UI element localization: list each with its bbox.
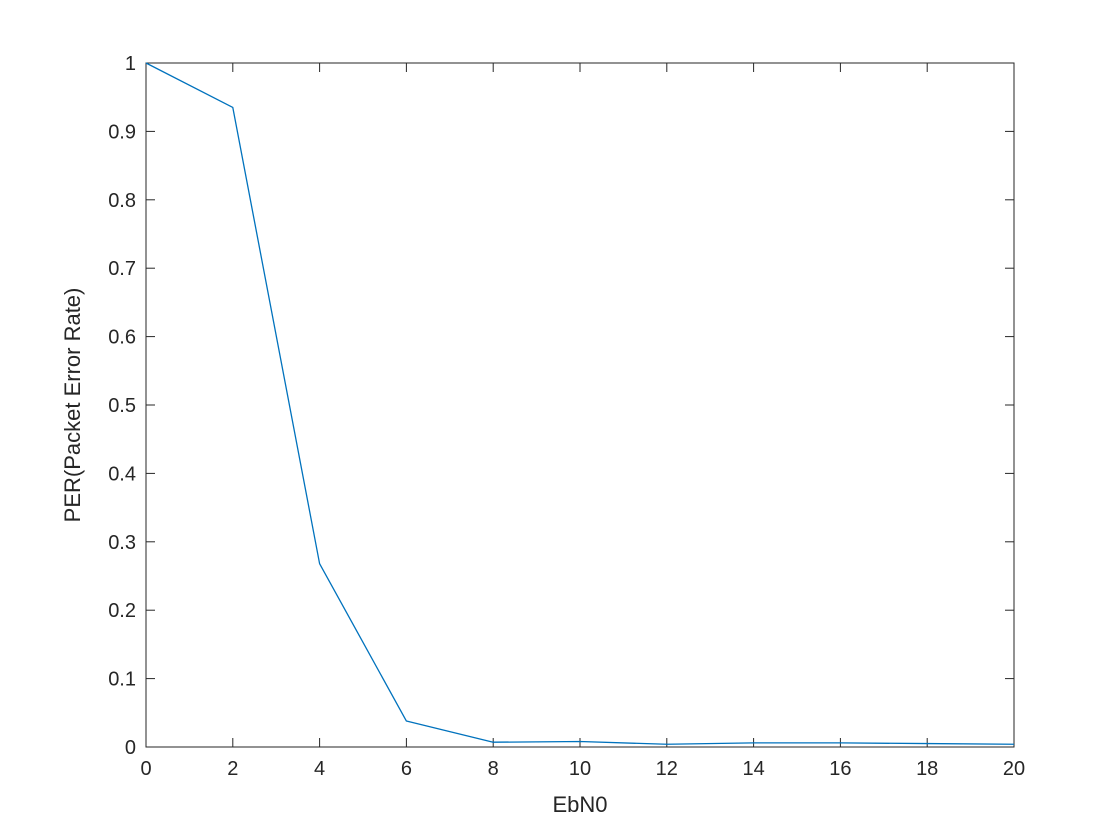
y-tick-label: 0.9	[108, 121, 136, 143]
x-tick-label: 16	[829, 758, 851, 780]
y-tick-label: 0.6	[108, 327, 136, 349]
x-tick-label: 2	[227, 758, 238, 780]
y-tick-label: 0.3	[108, 532, 136, 554]
y-tick-label: 1	[125, 53, 136, 75]
x-tick-label: 12	[656, 758, 678, 780]
series-line-0	[145, 62, 1015, 745]
y-tick-label: 0.7	[108, 258, 136, 280]
y-tick-label: 0	[125, 737, 136, 759]
y-tick-label: 0.4	[108, 463, 136, 485]
y-tick-label: 0.8	[108, 190, 136, 212]
x-tick-label: 14	[742, 758, 764, 780]
y-axis-title: PER(Packet Error Rate)	[60, 288, 85, 523]
y-tick-label: 0.2	[108, 600, 136, 622]
plot-area-frame	[145, 62, 1015, 748]
x-tick-label: 4	[314, 758, 325, 780]
x-tick-label: 6	[401, 758, 412, 780]
x-axis: 0 2 4 6 8 10 12 14 16 18 20	[140, 63, 1025, 780]
y-axis: 0 0.1 0.2 0.3 0.4 0.5 0.6 0.7 0.8 0.9 1	[108, 53, 1014, 759]
series-layer	[145, 62, 1015, 745]
y-tick-label: 0.5	[108, 395, 136, 417]
x-tick-label: 8	[488, 758, 499, 780]
y-tick-label: 0.1	[108, 669, 136, 691]
x-tick-label: 20	[1003, 758, 1025, 780]
x-axis-title: EbN0	[552, 792, 607, 817]
x-tick-label: 0	[140, 758, 151, 780]
x-tick-label: 18	[916, 758, 938, 780]
x-tick-label: 10	[569, 758, 591, 780]
